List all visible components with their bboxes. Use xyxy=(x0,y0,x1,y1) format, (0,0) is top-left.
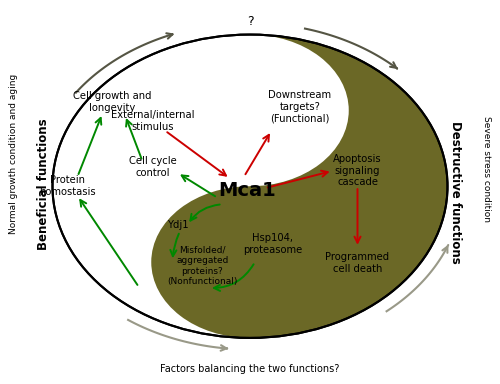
Circle shape xyxy=(151,186,349,338)
Text: Programmed
cell death: Programmed cell death xyxy=(326,252,390,274)
Circle shape xyxy=(52,35,448,338)
Circle shape xyxy=(151,35,349,186)
Text: Apoptosis
signaling
cascade: Apoptosis signaling cascade xyxy=(333,154,382,187)
Text: Mca1: Mca1 xyxy=(218,180,276,200)
Text: Normal growth condition and aging: Normal growth condition and aging xyxy=(9,73,18,234)
Text: Downstream
targets?
(Functional): Downstream targets? (Functional) xyxy=(268,90,332,123)
Text: Cell growth and
longevity: Cell growth and longevity xyxy=(73,91,152,113)
Circle shape xyxy=(252,70,348,143)
Text: Protein
homostasis: Protein homostasis xyxy=(39,175,96,197)
Text: Beneficial functions: Beneficial functions xyxy=(38,119,51,250)
Text: Cell cycle
control: Cell cycle control xyxy=(128,156,176,178)
Text: External/internal
stimulus: External/internal stimulus xyxy=(111,110,194,132)
Text: Ydj1: Ydj1 xyxy=(166,220,188,230)
Text: Hsp104,
proteasome: Hsp104, proteasome xyxy=(243,233,302,255)
Text: Factors balancing the two functions?: Factors balancing the two functions? xyxy=(160,364,340,374)
Text: ?: ? xyxy=(246,15,254,28)
Text: Severe stress condition: Severe stress condition xyxy=(482,116,491,222)
Circle shape xyxy=(162,234,244,297)
Text: Destructive functions: Destructive functions xyxy=(450,121,462,263)
Wedge shape xyxy=(250,35,448,338)
Text: Misfolded/
aggregated
proteins?
(Nonfunctional): Misfolded/ aggregated proteins? (Nonfunc… xyxy=(168,246,238,286)
